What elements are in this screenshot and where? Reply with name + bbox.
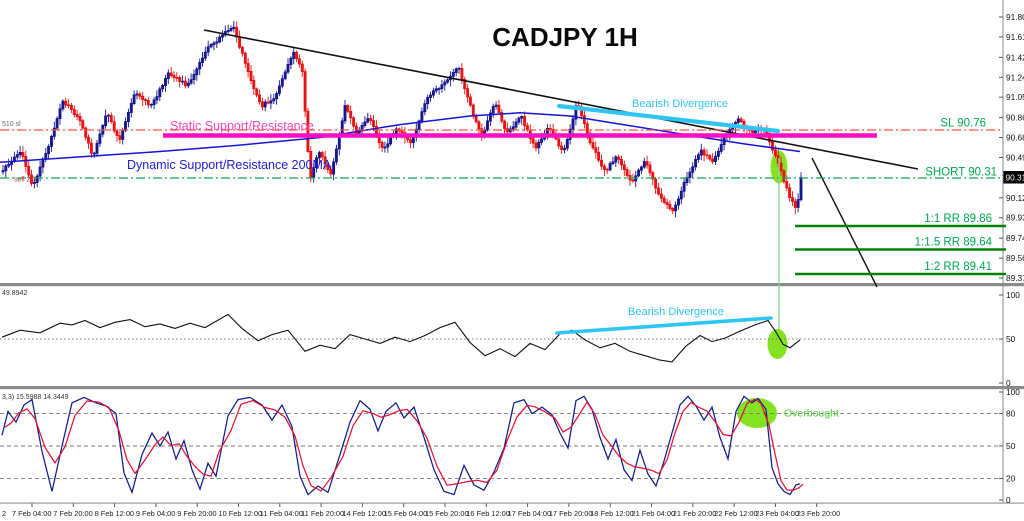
price-axis-label: 90.865: [1006, 113, 1024, 123]
dynamic-sr-label: Dynamic Support/Resistance 200MA: [127, 158, 332, 172]
price-axis-label: 89.560: [1006, 253, 1024, 263]
rr-1-1-label: 1:1 RR 89.86: [924, 213, 992, 225]
time-axis-label: 7 Feb 04:00: [12, 509, 51, 518]
time-axis-separator: [0, 502, 1024, 504]
stoch-axis-label: 20: [1006, 473, 1016, 483]
time-axis-label: 15 Feb 04:00: [384, 509, 428, 518]
rsi-line-series: [1, 313, 801, 363]
current-price-box: [1003, 171, 1024, 184]
price-axis-label: 91.240: [1006, 72, 1024, 82]
short-entry-label: SHORT 90.31: [925, 167, 997, 179]
stoch-axis-label: 100: [1006, 387, 1020, 397]
osc-axis-label: 0: [1006, 378, 1011, 388]
time-axis-label: 23 Feb 04:00: [755, 509, 799, 518]
time-axis-label: 22 Feb 12:00: [714, 509, 758, 518]
price-axis-label: 90.120: [1006, 193, 1024, 203]
rsi-polyline: [1, 313, 801, 363]
order-sl-label: 510 sl: [2, 121, 21, 128]
price-axis-label: 91.055: [1006, 92, 1024, 102]
time-axis-label: 14 Feb 12:00: [342, 509, 386, 518]
price-axis-label: 91.615: [1006, 32, 1024, 42]
price-axis-label: 90.680: [1006, 133, 1024, 143]
rsi-highlight-ellipse[interactable]: [767, 329, 788, 359]
time-axis-label: 16 Feb 12:00: [466, 509, 510, 518]
bearish-divergence-line-rsi[interactable]: [555, 316, 773, 335]
time-axis-label: 23 Feb 20:00: [797, 509, 841, 518]
panel-separator[interactable]: [0, 386, 1024, 390]
time-axis-label: 18 Feb 12:00: [590, 509, 634, 518]
bearish-divergence-label-main: Bearish Divergence: [632, 98, 728, 110]
overbought-label: Overbought: [784, 408, 839, 420]
rr-1-15-label: 1:1.5 RR 89.64: [915, 237, 993, 249]
time-axis-label: 11 Feb 20:00: [301, 509, 344, 518]
stoch-axis-label: 50: [1006, 441, 1016, 451]
osc-axis-label: 100: [1006, 290, 1020, 300]
chart-title: CADJPY 1H: [492, 22, 637, 52]
time-axis-label: 15 Feb 20:00: [425, 509, 469, 518]
time-axis-label: 11 Feb 04:00: [260, 509, 303, 518]
price-axis-label: 89.745: [1006, 233, 1024, 243]
projection-trendline[interactable]: [811, 157, 878, 288]
price-axis-label: 89.935: [1006, 213, 1024, 223]
time-axis-label: 10 Feb 12:00: [219, 509, 263, 518]
time-axis-label: 9 Feb 20:00: [177, 509, 216, 518]
time-axis[interactable]: 7 Feb 04:00 7 Feb 20:00 8 Feb 12:00 9 Feb 0…: [12, 503, 841, 519]
time-axis-label: 7 Feb 20:00: [53, 509, 92, 518]
price-axis-label: 91.425: [1006, 52, 1024, 62]
time-axis-label: 17 Feb 20:00: [549, 509, 593, 518]
stop-loss-label: SL 90.76: [940, 118, 986, 130]
time-axis-label: 21 Feb 04:00: [632, 509, 676, 518]
price-axis-label: 89.375: [1006, 273, 1024, 283]
price-axis[interactable]: 91.800 91.615 91.425 91.240 91.055 90.865 90.6…: [999, 12, 1024, 505]
time-axis-label: 8 Feb 12:00: [95, 509, 134, 518]
bearish-divergence-line-main[interactable]: [556, 103, 781, 134]
price-axis-label: 91.800: [1006, 12, 1024, 22]
stoch-axis-label: 0: [1006, 495, 1011, 505]
bull-candles: [1, 21, 803, 218]
time-axis-partial-label: 2: [2, 509, 6, 518]
osc-axis-label: 50: [1006, 334, 1016, 344]
time-axis-label: 9 Feb 04:00: [136, 509, 175, 518]
time-axis-label: 17 Feb 04:00: [508, 509, 552, 518]
time-axis-label: 21 Feb 20:00: [673, 509, 717, 518]
stoch-d-line: [4, 398, 804, 492]
stoch-axis-label: 80: [1006, 409, 1016, 419]
rr-1-2-label: 1:2 RR 89.41: [924, 261, 992, 273]
panel-separator[interactable]: [0, 283, 1024, 287]
current-price-value: 90.313: [1006, 173, 1024, 183]
price-axis-label: 90.495: [1006, 152, 1024, 162]
stoch-value-label: 3,3) 15.5988 14.3449: [2, 394, 69, 401]
static-sr-label: Static Support/Resistance: [170, 119, 314, 133]
stochastic-series: [1, 395, 804, 496]
descending-trendline[interactable]: [203, 29, 919, 170]
bearish-divergence-label-rsi: Bearish Divergence: [628, 306, 724, 318]
order-sell-label: sell 2.0: [14, 177, 36, 184]
rsi-value-label: 49.8942: [2, 290, 27, 297]
